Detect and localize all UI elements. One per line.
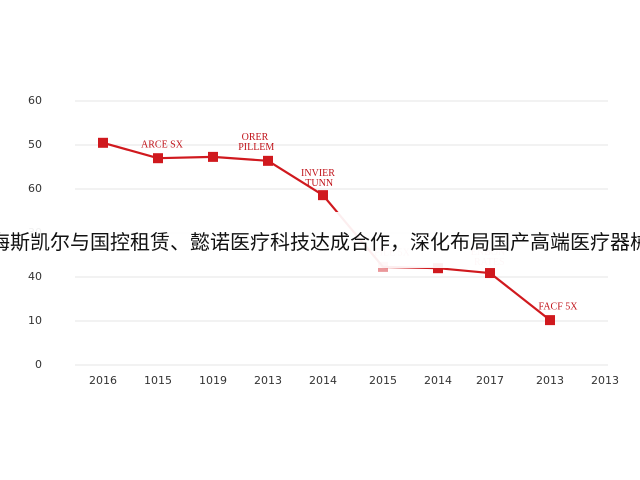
x-tick-label: 2015 [369, 374, 397, 387]
x-tick-label: 2013 [591, 374, 619, 387]
data-point [208, 151, 218, 162]
data-point [263, 155, 273, 166]
data-point [98, 137, 108, 148]
y-tick-label: 0 [35, 358, 42, 371]
annotation: ARCE SX [141, 139, 184, 150]
annotation: FACF 5X [539, 301, 579, 312]
x-tick-label: 2014 [309, 374, 337, 387]
x-tick-label: 2013 [254, 374, 282, 387]
news-banner: 海斯凯尔与国控租赁、懿诺医疗科技达成合作，深化布局国产高端医疗器械 [0, 212, 640, 268]
annotation: INVIER TUNN [301, 168, 335, 189]
y-tick-label: 10 [28, 314, 42, 327]
data-point [318, 190, 328, 201]
x-tick-label: 2016 [89, 374, 117, 387]
y-tick-label: 60 [28, 94, 42, 107]
x-tick-label: 1019 [199, 374, 227, 387]
y-tick-label: 50 [28, 138, 42, 151]
x-tick-label: 2017 [476, 374, 504, 387]
banner-text: 海斯凯尔与国控租赁、懿诺医疗科技达成合作，深化布局国产高端医疗器械 [0, 229, 640, 254]
x-tick-label: 2013 [536, 374, 564, 387]
data-point [545, 315, 555, 326]
y-tick-label: 60 [28, 182, 42, 195]
data-point [485, 268, 495, 279]
y-tick-label: 40 [28, 270, 42, 283]
data-point [433, 263, 443, 274]
x-tick-label: 2014 [424, 374, 452, 387]
x-tick-label: 1015 [144, 374, 172, 387]
annotation: ORER PILLEM [236, 132, 275, 153]
data-point [153, 153, 163, 164]
